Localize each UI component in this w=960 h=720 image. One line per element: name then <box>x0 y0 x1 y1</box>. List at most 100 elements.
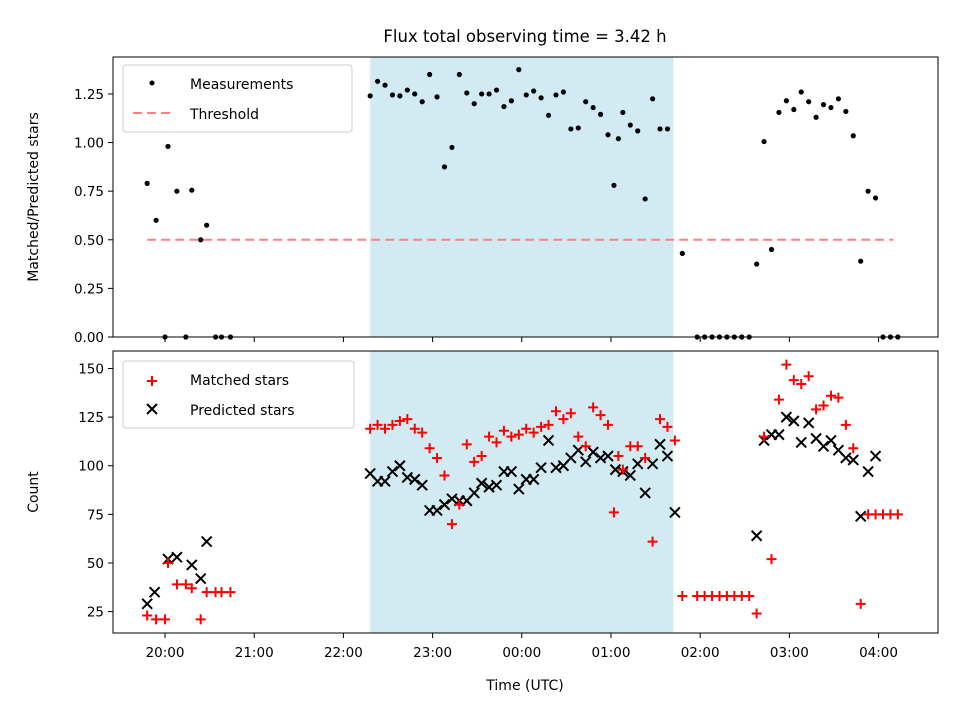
predicted-stars-point <box>795 436 807 449</box>
measurement-point <box>813 114 819 120</box>
x-tick-label: 23:00 <box>413 645 452 661</box>
measurement-point <box>427 71 433 78</box>
measurement-point <box>486 91 492 97</box>
matched-stars-point <box>803 371 814 382</box>
measurement-point <box>523 92 529 98</box>
measurement-point <box>189 187 195 193</box>
measurement-point <box>820 102 827 108</box>
measurement-point <box>568 126 574 132</box>
predicted-stars-point <box>490 479 503 491</box>
legend-measurements-marker <box>149 80 155 86</box>
matched-stars-point <box>669 435 680 446</box>
predicted-stars-point <box>379 475 391 488</box>
legend-measurements-label: Measurements <box>190 77 293 93</box>
measurement-point <box>865 188 871 194</box>
predicted-stars-point <box>802 417 815 429</box>
matched-stars-point <box>773 394 784 405</box>
predicted-stars-point <box>632 458 644 470</box>
legend-matched-label: Matched stars <box>190 373 289 389</box>
matched-stars-point <box>647 536 658 547</box>
matched-stars-point <box>142 610 153 621</box>
measurement-point <box>198 237 204 243</box>
legend-matched-marker <box>147 376 157 386</box>
matched-stars-point <box>506 431 517 442</box>
matched-stars-point <box>454 499 465 510</box>
measurement-point <box>664 126 671 132</box>
y-tick-label: 0.00 <box>74 330 104 346</box>
matched-stars-point <box>825 390 836 401</box>
predicted-stars-point <box>602 450 614 462</box>
predicted-stars-point <box>141 598 153 610</box>
measurement-point <box>553 92 559 98</box>
matched-stars-point <box>759 431 770 442</box>
measurement-point <box>858 258 864 264</box>
matched-stars-point <box>160 614 171 625</box>
ratio-panel: 0.00 0.25 0.50 0.75 1.00 1.25 Matched/Predict… <box>26 56 939 346</box>
matched-stars-point <box>818 400 829 411</box>
matched-stars-point <box>595 410 606 421</box>
y-tick-label: 0.25 <box>74 281 104 297</box>
y-tick-label: 1.25 <box>74 87 104 103</box>
matched-stars-point <box>365 423 376 434</box>
matched-stars-point <box>796 379 807 390</box>
matched-stars-point <box>528 427 539 438</box>
predicted-stars-point <box>661 450 674 462</box>
measurement-point <box>389 92 396 98</box>
matched-stars-point <box>163 557 173 568</box>
measurement-point <box>501 103 507 110</box>
measurement-point <box>441 164 448 170</box>
predicted-stars-point <box>840 452 852 464</box>
matched-stars-point <box>417 427 428 438</box>
matched-stars-point <box>424 443 435 454</box>
matched-stars-point <box>580 441 591 452</box>
matched-stars-point <box>751 608 762 619</box>
matched-stars-point <box>640 452 651 463</box>
matched-stars-point <box>372 419 383 430</box>
measurement-point <box>174 188 180 194</box>
predicted-stars-point <box>438 498 451 511</box>
y-tick-label: 1.00 <box>74 136 104 152</box>
measurement-point <box>434 94 440 100</box>
x-tick-label: 02:00 <box>681 645 720 661</box>
predicted-stars-point <box>475 477 488 489</box>
predicted-stars-point <box>431 504 443 517</box>
measurement-point <box>611 182 617 188</box>
measurement-point <box>798 89 804 95</box>
matched-stars-point <box>186 583 197 594</box>
measurement-point <box>791 106 797 113</box>
predicted-stars-point <box>862 465 874 478</box>
measurement-point <box>144 180 150 186</box>
measurement-point <box>412 91 418 97</box>
predicted-stars-point <box>825 434 837 447</box>
predicted-stars-point <box>394 460 406 472</box>
matched-stars-point <box>409 423 420 434</box>
measurement-point <box>538 95 544 101</box>
predicted-stars-point <box>579 456 592 468</box>
matched-stars-point <box>446 519 457 530</box>
measurement-point <box>850 133 856 139</box>
matched-stars-point <box>469 456 480 467</box>
matched-stars-point <box>432 452 443 463</box>
matched-stars-point <box>536 421 547 432</box>
matched-stars-point <box>498 425 509 436</box>
predicted-stars-point <box>869 450 882 462</box>
matched-stars-point <box>744 591 755 602</box>
matched-stars-point <box>781 359 792 370</box>
ratio-legend-box <box>122 64 353 133</box>
ratio-legend: Measurements Threshold <box>122 64 353 133</box>
predicted-stars-point <box>639 487 651 499</box>
predicted-stars-point <box>669 506 681 519</box>
predicted-stars-point <box>527 473 540 486</box>
matched-stars-point <box>439 470 450 481</box>
measurement-point <box>615 136 622 142</box>
matched-stars-point <box>543 419 554 430</box>
predicted-stars-point <box>416 479 428 491</box>
predicted-stars-point <box>200 535 213 548</box>
matched-stars-point <box>180 579 191 590</box>
ratio-shaded-interval <box>370 57 674 337</box>
measurement-point <box>382 82 388 88</box>
measurement-point <box>605 132 611 138</box>
measurement-point <box>872 195 879 201</box>
matched-stars-point <box>394 416 405 427</box>
